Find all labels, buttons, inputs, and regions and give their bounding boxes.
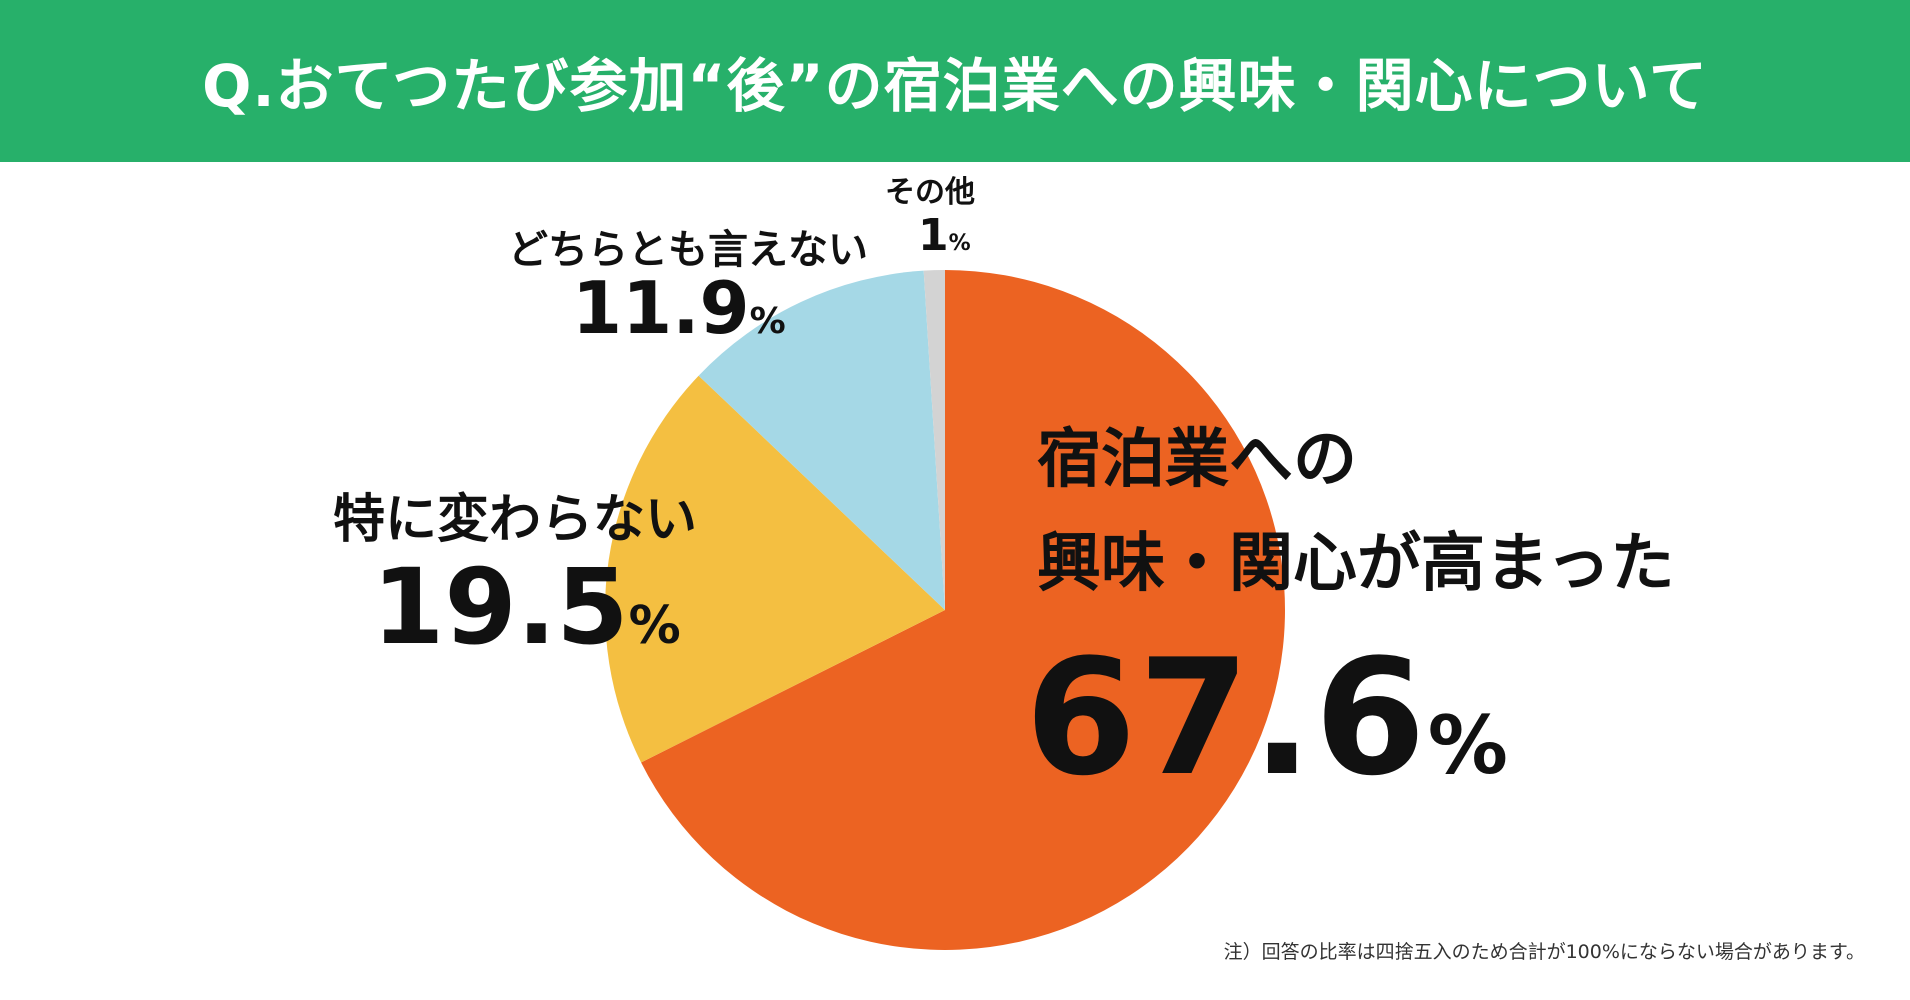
interest-value: 67.6 (1025, 624, 1428, 811)
slice-label-neutral: どちらとも言えない (508, 227, 868, 273)
slice-unchanged (604, 375, 945, 763)
unchanged-value: 19.5 (372, 546, 629, 668)
other-unit: % (948, 231, 971, 256)
slice-label-other: その他 (885, 175, 975, 210)
interest-unit: % (1427, 699, 1510, 792)
slice-value-neutral: 11.9% (572, 272, 786, 344)
unchanged-unit: % (628, 596, 681, 656)
slice-value-other: 1% (918, 214, 971, 258)
slice-label-interest-line2: 興味・関心が高まった (1037, 527, 1675, 601)
title-banner: Q.おてつたび参加“後”の宿泊業への興味・関心について (0, 0, 1910, 162)
slice-label-unchanged: 特に変わらない (333, 490, 698, 550)
neutral-value: 11.9 (572, 266, 750, 350)
neutral-unit: % (749, 301, 786, 342)
footnote: 注）回答の比率は四捨五入のため合計が100%にならない場合があります。 (1223, 941, 1865, 963)
slice-value-interest: 67.6% (1025, 638, 1510, 798)
slice-interest (641, 270, 1285, 951)
slice-value-unchanged: 19.5% (372, 555, 681, 659)
slice-label-interest-line1: 宿泊業への (1037, 423, 1357, 497)
slice-neutral (698, 270, 945, 610)
slice-other (923, 270, 945, 610)
chart-title: Q.おてつたび参加“後”の宿泊業への興味・関心について (202, 52, 1708, 120)
other-value: 1 (918, 210, 949, 261)
